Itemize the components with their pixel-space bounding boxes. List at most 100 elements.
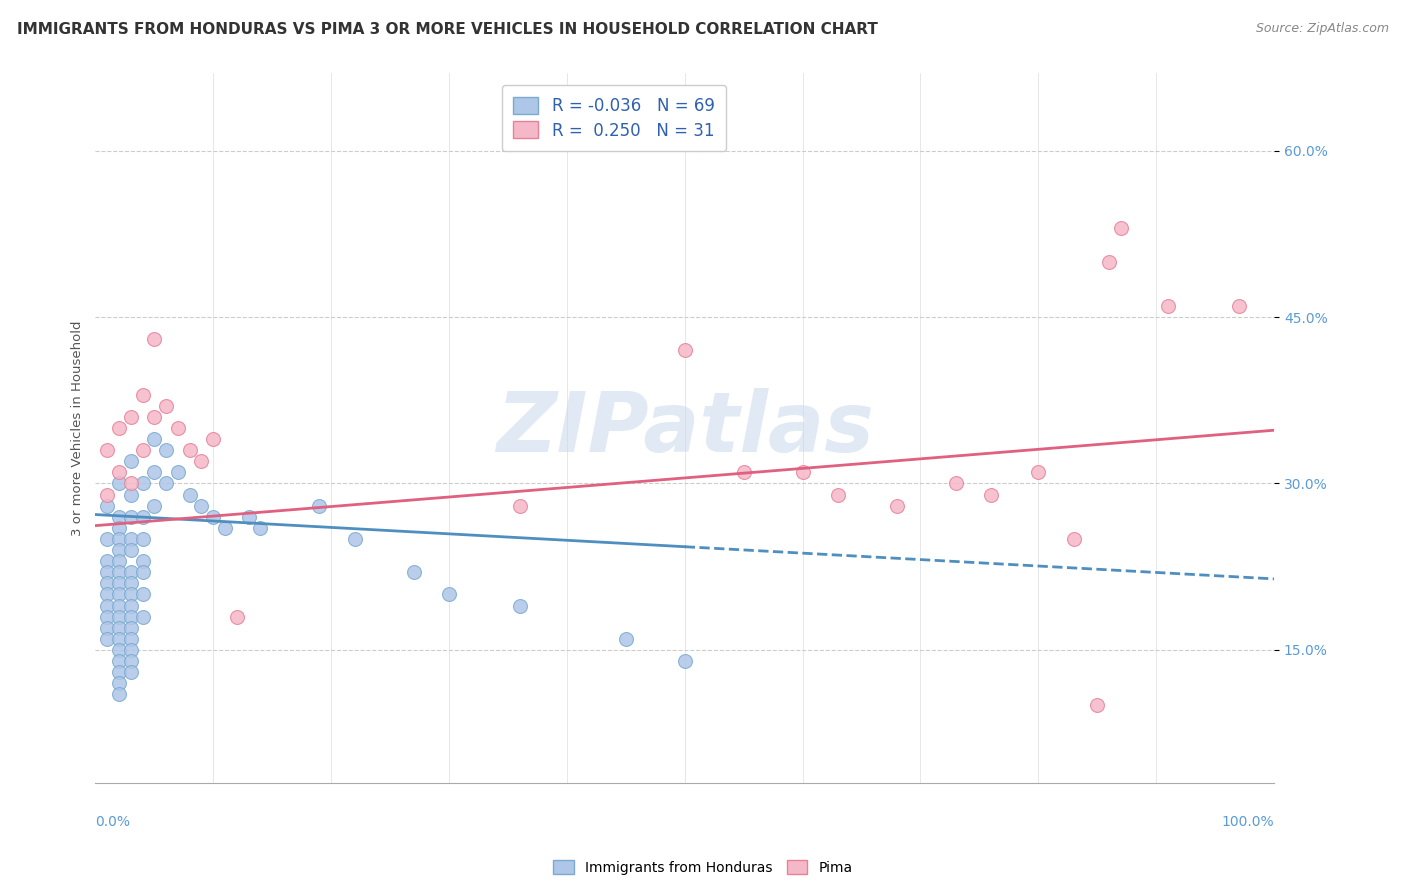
Point [131,388,153,402]
Point [108,554,131,568]
Point [614,632,637,646]
Point [96,487,118,501]
Point [143,432,166,446]
Point [214,521,236,535]
Point [308,499,330,513]
Point [155,476,177,491]
Point [120,587,142,601]
Point [120,643,142,657]
Point [202,509,225,524]
Point [190,499,212,513]
Point [108,599,131,613]
Point [120,454,142,468]
Point [179,443,201,458]
Point [238,509,260,524]
Point [120,566,142,580]
Point [96,554,118,568]
Point [343,532,366,546]
Point [131,566,153,580]
Y-axis label: 3 or more Vehicles in Household: 3 or more Vehicles in Household [72,320,84,536]
Point [155,399,177,413]
Text: 0.0%: 0.0% [96,815,131,829]
Point [827,487,849,501]
Point [509,599,531,613]
Point [108,566,131,580]
Point [437,587,460,601]
Point [96,587,118,601]
Point [120,509,142,524]
Point [190,454,212,468]
Point [120,487,142,501]
Point [96,566,118,580]
Point [131,443,153,458]
Point [1227,299,1250,313]
Point [96,632,118,646]
Point [120,476,142,491]
Point [1028,466,1050,480]
Point [945,476,967,491]
Point [120,532,142,546]
Point [143,409,166,424]
Point [179,487,201,501]
Point [733,466,755,480]
Point [131,509,153,524]
Point [108,676,131,690]
Point [886,499,908,513]
Text: 100.0%: 100.0% [1222,815,1274,829]
Point [792,466,814,480]
Point [108,466,131,480]
Point [108,609,131,624]
Point [1157,299,1180,313]
Text: Source: ZipAtlas.com: Source: ZipAtlas.com [1256,22,1389,36]
Point [131,587,153,601]
Point [202,432,225,446]
Point [96,609,118,624]
Point [108,665,131,679]
Point [143,499,166,513]
Point [108,476,131,491]
Point [108,632,131,646]
Point [96,576,118,591]
Point [120,576,142,591]
Point [108,543,131,558]
Point [120,599,142,613]
Text: ZIPatlas: ZIPatlas [496,387,873,468]
Point [167,466,190,480]
Point [120,409,142,424]
Point [120,665,142,679]
Point [108,532,131,546]
Point [108,521,131,535]
Point [108,509,131,524]
Point [120,621,142,635]
Point [120,632,142,646]
Point [108,587,131,601]
Point [402,566,425,580]
Point [1063,532,1085,546]
Point [509,499,531,513]
Point [96,621,118,635]
Point [249,521,271,535]
Point [131,554,153,568]
Point [96,599,118,613]
Point [131,609,153,624]
Point [96,443,118,458]
Point [108,421,131,435]
Point [96,499,118,513]
Point [673,343,696,358]
Point [1098,254,1121,268]
Point [108,687,131,701]
Point [108,576,131,591]
Point [120,609,142,624]
Point [108,621,131,635]
Legend: R = -0.036   N = 69, R =  0.250   N = 31: R = -0.036 N = 69, R = 0.250 N = 31 [502,85,727,152]
Point [143,466,166,480]
Point [673,654,696,668]
Point [131,476,153,491]
Point [108,654,131,668]
Point [225,609,247,624]
Point [120,543,142,558]
Point [143,332,166,346]
Point [96,532,118,546]
Point [167,421,190,435]
Point [1085,698,1108,713]
